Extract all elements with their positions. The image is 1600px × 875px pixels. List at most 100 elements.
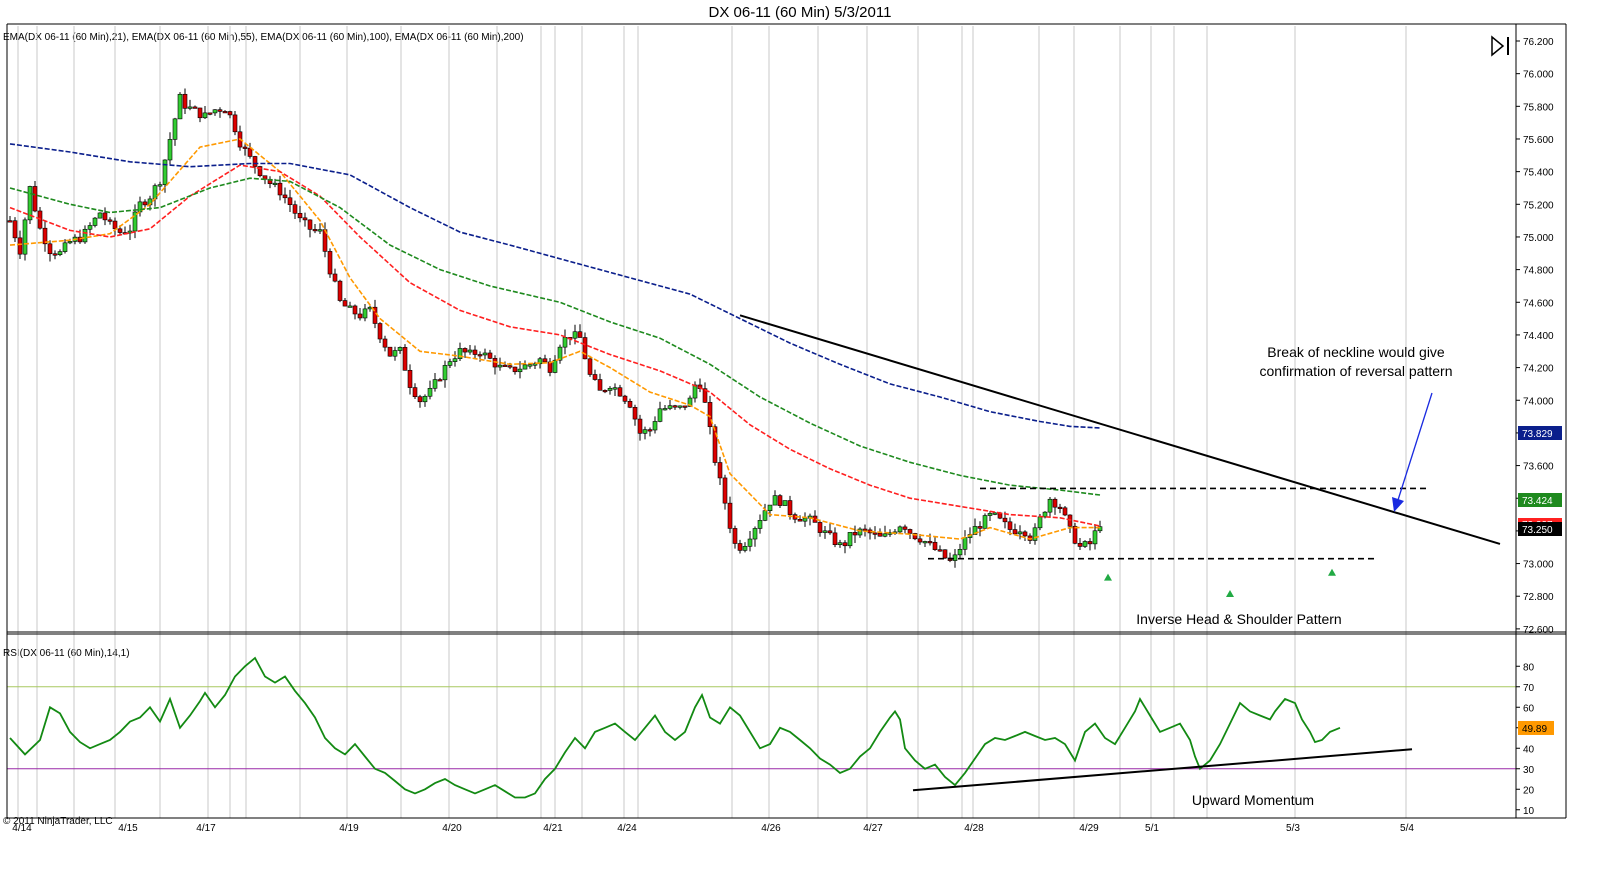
candle-down <box>797 518 803 522</box>
axis-layer: 76.200 76.000 75.800 75.600 75.400 75.200 75.0… <box>12 37 1562 834</box>
time-axis-label: 5/3 <box>1286 823 1300 834</box>
candle-up <box>972 526 978 535</box>
candle-down <box>327 251 333 275</box>
candle-down <box>627 401 633 408</box>
candle-up <box>432 379 438 389</box>
candle-up <box>1082 541 1088 547</box>
price-panel: Break of neckline would give confirmation… <box>7 88 1501 627</box>
candle-down <box>377 323 383 340</box>
ema-200-line <box>9 143 1101 429</box>
candle-up <box>677 405 683 408</box>
candle-up <box>27 186 33 221</box>
time-axis-label: 5/1 <box>1145 823 1159 834</box>
candle-down <box>1057 506 1063 509</box>
scroll-to-end-triangle <box>1491 35 1505 57</box>
candle-up <box>652 421 658 431</box>
candle-down <box>332 273 338 282</box>
candle-up <box>272 182 278 185</box>
price-value-badge <box>1518 522 1562 536</box>
candle-down <box>337 280 343 301</box>
candle-up <box>172 118 178 140</box>
price-axis-label: 74.600 <box>1523 298 1554 309</box>
candle-down <box>77 236 83 243</box>
scroll-to-end-icon[interactable] <box>1491 35 1509 57</box>
candle-up <box>857 528 863 536</box>
candle-down <box>622 395 628 402</box>
candle-up <box>987 513 993 516</box>
candle-down <box>277 182 283 196</box>
candle-down <box>12 220 18 239</box>
price-axis-label: 76.200 <box>1523 37 1554 48</box>
candle-down <box>192 106 198 109</box>
price-value-label: 73.250 <box>1522 525 1553 536</box>
candle-up <box>157 184 163 187</box>
candle-down <box>817 522 823 533</box>
candle-down <box>942 549 948 559</box>
momentum-annotation: Upward Momentum <box>1192 792 1314 808</box>
candle-up <box>767 504 773 511</box>
candle-up <box>397 347 403 351</box>
candle-down <box>917 538 923 543</box>
candle-down <box>977 526 983 529</box>
price-axis-label: 73.600 <box>1523 462 1554 473</box>
candle-down <box>437 379 443 382</box>
candle-up <box>527 364 533 367</box>
candle-down <box>487 352 493 359</box>
candle-up <box>442 365 448 381</box>
candle-down <box>257 166 263 177</box>
candle-up <box>202 112 208 119</box>
candle-up <box>67 241 73 244</box>
candle-down <box>417 396 423 403</box>
candle-up <box>532 363 538 366</box>
rsi-panel-legend: RSI(DX 06-11 (60 Min),14,1) <box>3 648 130 659</box>
time-axis-label: 4/20 <box>442 823 462 834</box>
candle-down <box>252 156 258 167</box>
candle-down <box>282 194 288 199</box>
candle-up <box>662 408 668 411</box>
candle-up <box>1037 516 1043 529</box>
candle-down <box>182 93 188 109</box>
candle-down <box>647 429 653 432</box>
candle-up <box>552 359 558 373</box>
candle-down <box>1087 541 1093 545</box>
price-axis-label: 75.000 <box>1523 233 1554 244</box>
candle-down <box>507 365 513 368</box>
candle-down <box>877 532 883 537</box>
candle-up <box>922 541 928 544</box>
candle-down <box>722 477 728 504</box>
candle-up <box>497 364 503 368</box>
candle-down <box>852 532 858 536</box>
candle-up <box>952 554 958 561</box>
candle-down <box>1012 529 1018 535</box>
candle-down <box>737 543 743 551</box>
candle-down <box>727 502 733 529</box>
candle-down <box>592 374 598 380</box>
candle-up <box>1092 530 1098 545</box>
candle-up <box>177 93 183 120</box>
candle-down <box>832 532 838 545</box>
candle-down <box>472 349 478 355</box>
candle-down <box>937 549 943 552</box>
candle-up <box>897 526 903 533</box>
candle-down <box>407 370 413 388</box>
candle-up <box>427 388 433 397</box>
time-axis-label: 4/28 <box>964 823 984 834</box>
candle-down <box>932 541 938 550</box>
candle-down <box>217 109 223 112</box>
candle-down <box>102 212 108 221</box>
candle-down <box>242 146 248 149</box>
candle-up <box>747 538 753 547</box>
candle-up <box>762 510 768 521</box>
annotation-arrowhead-icon <box>1392 497 1404 512</box>
candle-down <box>842 542 848 547</box>
price-axis-label: 72.800 <box>1523 592 1554 603</box>
rsi-axis-label: 40 <box>1523 744 1535 755</box>
candle-down <box>112 220 118 230</box>
rsi-value-badge <box>1518 720 1554 735</box>
candle-down <box>632 407 638 420</box>
rsi-axis-label: 10 <box>1523 806 1535 817</box>
candle-up <box>457 348 463 359</box>
candle-up <box>982 515 988 529</box>
price-value-badge <box>1518 426 1562 440</box>
